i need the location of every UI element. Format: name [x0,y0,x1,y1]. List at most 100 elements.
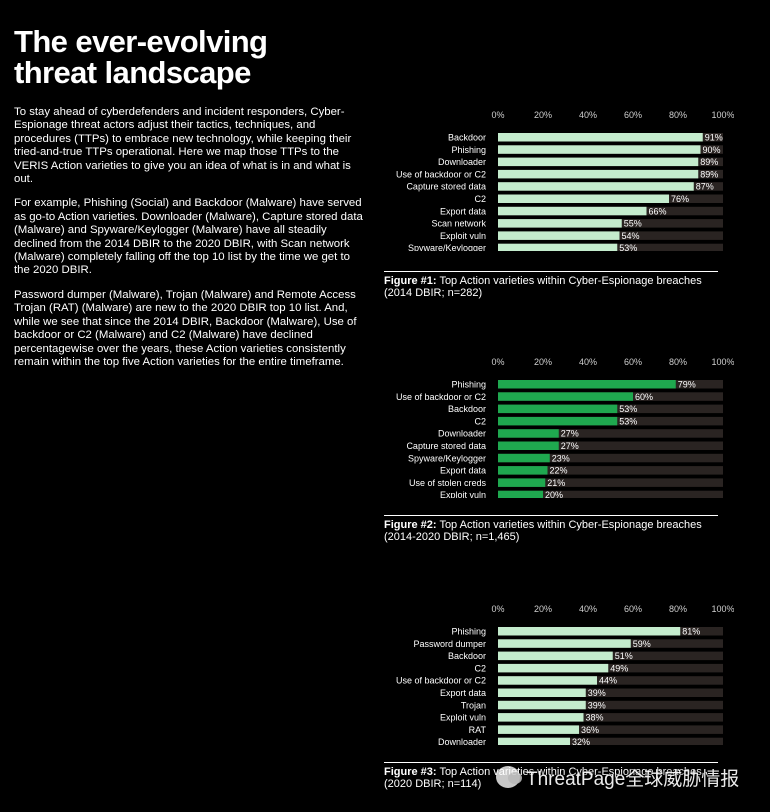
figure-3-bar-5 [498,688,586,697]
figure-3-category-label-9: Downloader [438,737,486,745]
figure-1-value-label-4: 87% [696,182,714,192]
figure-1-x-tick-4: 80% [669,110,687,120]
figure-2-bar-4 [498,429,559,438]
figure-1-bar-7 [498,219,622,228]
figure-1-bar-2 [498,157,699,167]
figure-1-value-label-0: 91% [705,133,723,143]
figure-1-x-tick-0: 0% [491,110,504,120]
figure-3-bar-chart: 0% 20% 40% 60% 80% 100% Phishing 81% Password du… [396,604,734,745]
figure-3-category-label-6: Trojan [461,700,486,710]
figure-2-bar-8 [498,478,546,487]
figure-2-x-tick-4: 80% [669,357,687,367]
page-title-line-2: threat landscape [14,55,251,90]
figure-1-category-label-4: Capture stored data [406,182,486,192]
figure-2-bar-track-6 [498,453,723,463]
figure-2-bar-5 [498,441,559,450]
figure-1-x-tick-2: 40% [579,110,597,120]
figure-1: 0% 20% 40% 60% 80% 100% Backdoor 91% Phishing 90%… [384,106,734,299]
figure-2-category-label-8: Use of stolen creds [409,478,487,488]
figure-2-value-label-3: 53% [619,416,637,426]
body-text: To stay ahead of cyberdefenders and inci… [14,106,364,380]
figure-1-bar-8 [498,231,620,240]
figure-3-bar-1 [498,639,631,648]
figure-2-value-label-1: 60% [635,392,653,402]
figure-2-bar-9 [498,490,543,498]
figure-2-value-label-4: 27% [561,429,579,439]
figure-2-category-label-2: Backdoor [448,404,486,414]
figure-3-bar-3 [498,663,609,673]
figure-3-x-tick-0: 0% [491,604,504,614]
figure-2-x-tick-3: 60% [624,357,642,367]
figure-3: 0% 20% 40% 60% 80% 100% Phishing 81% Password du… [384,600,734,790]
figure-3-bar-0 [498,627,681,636]
figure-2-value-label-7: 22% [550,466,568,476]
figure-2-category-label-7: Export data [440,466,486,476]
figure-1-value-label-1: 90% [703,145,721,155]
figure-3-category-label-7: Exploit vuln [440,713,486,723]
figure-2-bar-7 [498,466,548,475]
figure-1-bar-6 [498,206,647,216]
watermark-text: ThreatPage全球威胁情报 [526,768,740,790]
figure-2: 0% 20% 40% 60% 80% 100% Phishing 79% Use of back… [384,353,734,543]
figure-2-category-label-1: Use of backdoor or C2 [396,392,486,402]
figure-2-bar-track-9 [498,490,723,498]
figure-2-category-label-4: Downloader [438,429,486,439]
figure-2-value-label-6: 23% [552,453,570,463]
figure-3-bar-8 [498,725,579,734]
figure-3-bar-track-9 [498,737,723,745]
figure-3-x-tick-5: 100% [711,604,734,614]
figure-1-caption-text: Top Action varieties within Cyber-Espion… [384,275,702,299]
figure-1-bar-chart: 0% 20% 40% 60% 80% 100% Backdoor 91% Phishing 90%… [396,110,734,251]
figure-1-category-label-3: Use of backdoor or C2 [396,169,486,179]
page-title-line-1: The ever-evolving [14,24,268,59]
figure-1-label: Figure #1: [384,275,437,287]
figure-3-category-label-2: Backdoor [448,651,486,661]
figure-3-value-label-9: 32% [572,737,590,745]
figure-3-x-tick-2: 40% [579,604,597,614]
figure-2-x-tick-0: 0% [491,357,504,367]
figure-2-category-label-5: Capture stored data [406,441,486,451]
figure-2-caption-text: Top Action varieties within Cyber-Espion… [384,519,702,543]
figure-3-value-label-6: 39% [588,700,606,710]
figure-1-category-label-0: Backdoor [448,133,486,143]
figure-1-bar-0 [498,133,703,142]
figure-1-value-label-3: 89% [700,169,718,179]
figure-1-category-label-7: Scan network [431,219,486,229]
figure-2-bar-track-5 [498,441,723,450]
figure-1-value-label-7: 55% [624,219,642,229]
figure-1-x-tick-1: 20% [534,110,552,120]
figure-1-bar-5 [498,194,669,203]
figure-1-category-label-2: Downloader [438,157,486,167]
watermark: ThreatPage全球威胁情报 [496,762,739,792]
figure-2-category-label-9: Exploit vuln [440,490,486,498]
figure-2-value-label-8: 21% [547,478,565,488]
figure-2-category-label-6: Spyware/Keylogger [408,453,486,463]
figure-2-value-label-5: 27% [561,441,579,451]
figure-2-x-tick-5: 100% [711,357,734,367]
figure-3-category-label-1: Password dumper [413,639,486,649]
figure-3-bar-track-7 [498,713,723,722]
paragraph-3: Password dumper (Malware), Trojan (Malwa… [14,288,357,368]
figure-2-x-tick-2: 40% [579,357,597,367]
figure-3-category-label-8: RAT [469,725,487,735]
figure-2-bar-track-7 [498,466,723,475]
figure-2-bar-track-8 [498,478,723,487]
figure-1-value-label-6: 66% [649,206,667,216]
figure-1-value-label-8: 54% [622,231,640,241]
figure-3-bar-2 [498,651,613,661]
figure-2-value-label-9: 20% [545,490,563,498]
figure-1-category-label-1: Phishing [451,145,486,155]
figure-3-label: Figure #3: [384,766,437,778]
figure-3-value-label-3: 49% [610,663,628,673]
figure-2-bar-1 [498,392,633,401]
figure-1-category-label-5: C2 [474,194,486,204]
figure-3-category-label-5: Export data [440,688,486,698]
figure-3-bar-track-4 [498,676,723,685]
figure-2-category-label-3: C2 [474,416,486,426]
figure-1-value-label-2: 89% [700,157,718,167]
figure-2-bar-track-4 [498,429,723,438]
figure-3-value-label-1: 59% [633,639,651,649]
figure-2-value-label-2: 53% [619,404,637,414]
figure-3-value-label-8: 36% [581,725,599,735]
figure-1-caption: Figure #1: Top Action varieties within C… [384,271,718,299]
